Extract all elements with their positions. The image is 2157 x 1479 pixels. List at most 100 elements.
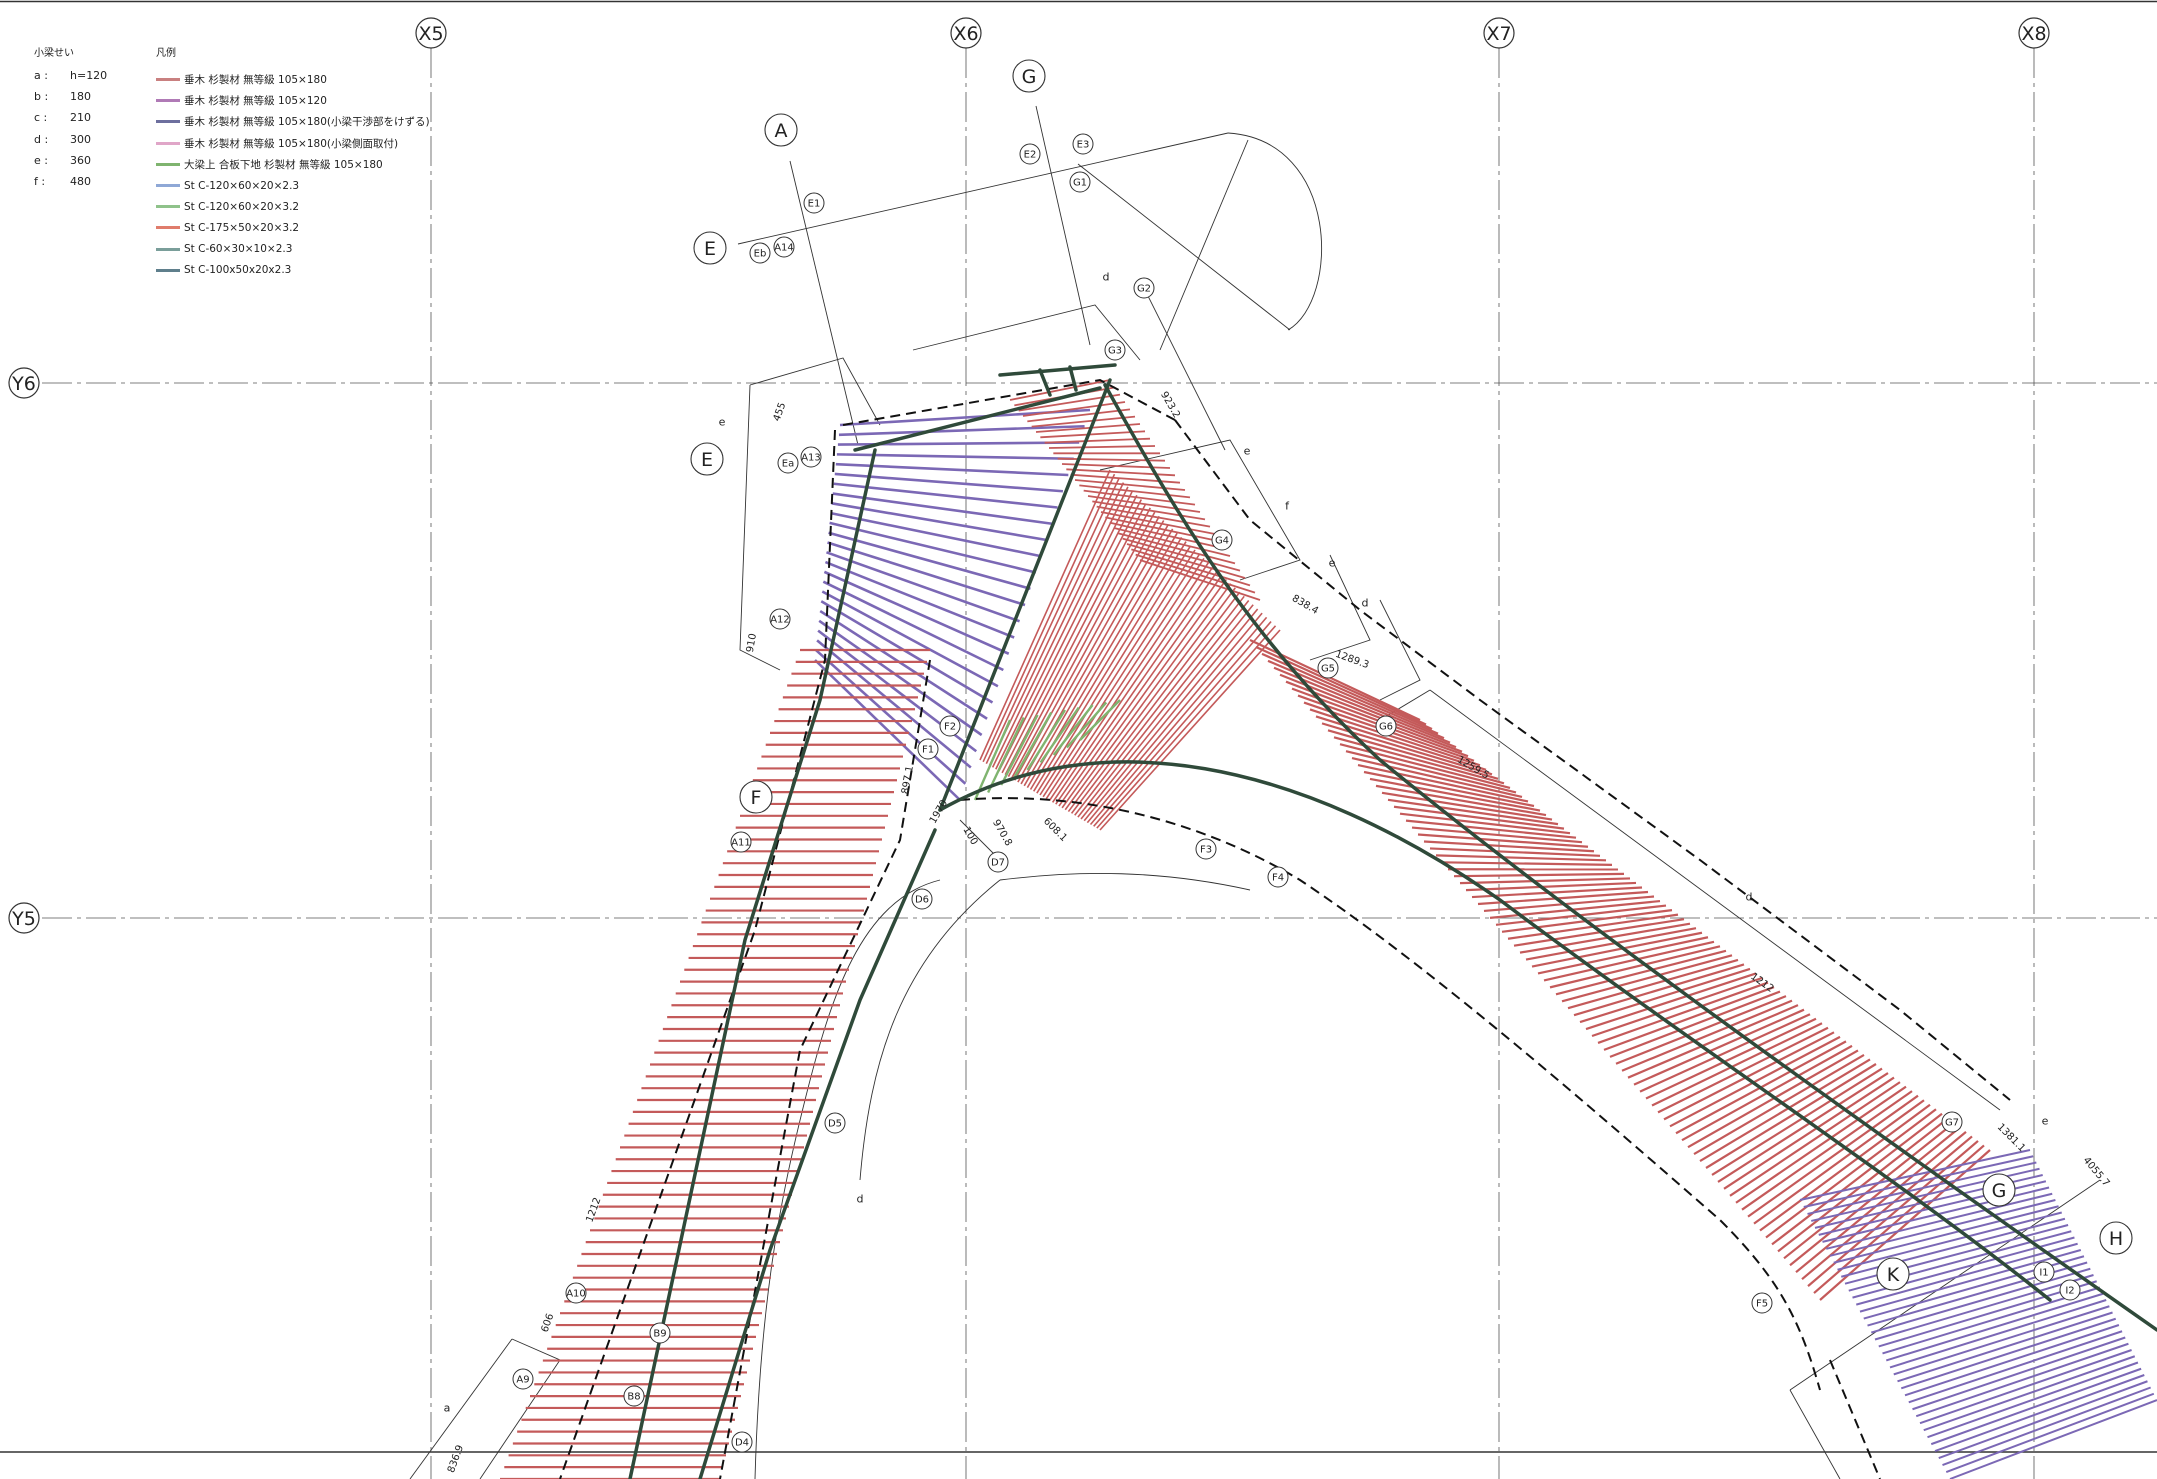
rafter [1066,468,1176,477]
member-tag-text: D6 [915,895,929,906]
member-tag-bubble [1317,657,1339,679]
member-tag-bubble [777,452,799,474]
member-tag-bubble [911,888,933,910]
dimension-text: 455 [772,401,789,423]
rafter [1083,608,1259,822]
girder-line [938,378,1112,812]
rafter [1705,1063,1877,1169]
rafter [1345,750,1517,794]
member-tag-text: A14 [774,243,794,254]
rafter [1549,945,1721,989]
rafter [1723,1076,1895,1190]
outline-segment [1099,439,1301,581]
rafter [1074,595,1245,816]
grid-label-text: K [1887,1264,1900,1286]
legend-item: 垂木 杉製材 無等級 105×180(小梁側面取付) [156,133,486,154]
rafter [1753,1099,1925,1225]
rafter-purple [1927,1361,2139,1439]
member-tag-text: E2 [1024,150,1037,161]
roof-edge-line [959,797,1821,1391]
dimension-text: 606 [540,1312,557,1334]
legend-label: 垂木 杉製材 無等級 105×180 [184,74,327,87]
dimension-text: 836.9 [446,1444,466,1475]
rafter [998,494,1138,772]
rafter [1099,629,1281,831]
axis-bubble [1483,17,1515,49]
rafter-purple [1799,1149,2031,1201]
member-tag-bubble [917,738,939,760]
outline-segment [1077,163,1291,331]
rafter [1423,840,1595,853]
beam-depth-row: a : h=120 [34,69,108,82]
rafter [1783,1121,1955,1260]
rafter-purple [838,424,1085,437]
rafter-purple [1897,1311,2113,1383]
axis-bubble [2018,17,2050,49]
rafter-purple [819,609,988,720]
rafter [1759,1103,1931,1232]
member-tag-text: E3 [1077,140,1090,151]
rafter [1351,757,1523,799]
rafter [1669,1035,1841,1128]
member-tag-text: G6 [1379,722,1393,733]
member-tag-bubble [749,242,771,264]
rafter [988,482,1125,766]
legend-item: 垂木 杉製材 無等級 105×180 [156,69,486,90]
member-tag-text: D4 [735,1438,749,1449]
member-tag-text: F5 [1756,1299,1768,1310]
axis-bubble [950,17,982,49]
rafter [1645,1017,1817,1100]
legend-label: 垂木 杉製材 無等級 105×180(小梁干渉部をけずる) [184,116,430,129]
roof-edge-line [719,659,931,1479]
rafter-purple [1949,1399,2157,1479]
rafter [1083,489,1196,506]
legend-item: 垂木 杉製材 無等級 105×180(小梁干渉部をけずる) [156,111,486,132]
member-tag-bubble [1104,339,1126,361]
rafter-purple [830,511,1042,558]
member-tag-text: I1 [2039,1268,2048,1279]
member-tag-bubble [1069,171,1091,193]
rafter [1064,583,1232,811]
member-tag-bubble [565,1282,587,1304]
beam-depth-note: f [1285,500,1290,513]
rafter [1035,423,1141,433]
rafter [1109,521,1226,550]
member-tag-bubble [1195,838,1217,860]
legend-item: St C-120×60×20×2.3 [156,175,486,196]
legend-swatch [156,268,180,272]
member-tag-text: B9 [653,1329,666,1340]
girder-line [1103,383,2157,1332]
axis-bubble [415,17,447,49]
rafter [1747,1094,1919,1218]
outline-segment [859,879,1001,1181]
grid-label-text: G [1022,66,1037,88]
outline-segment [1789,1389,1841,1479]
rafter [1048,562,1210,801]
rafter [1086,612,1263,824]
rafter [1399,812,1571,835]
rafter-purple [831,502,1047,542]
rafter [1363,770,1535,808]
member-tag-text: A11 [731,838,751,849]
rafter [1061,579,1227,809]
legend-item: St C-60×30×10×2.3 [156,239,486,260]
member-tag-text: G1 [1073,178,1087,189]
beam-depth-note: a [444,1402,451,1415]
rafter [1036,545,1192,794]
outline-segment [737,132,1229,245]
grid-label-text: E [701,449,713,471]
rafter [1067,587,1236,813]
beam-depth-note: e [1329,557,1336,570]
rafter-purple [1807,1161,2037,1215]
grid-label-bubble [2099,1221,2133,1255]
rafter-purple [1900,1317,2117,1390]
member-tag-bubble [2059,1279,2081,1301]
rafter [1585,972,1757,1031]
rafter-purple [1803,1155,2034,1208]
dimension-text: 970.8 [990,818,1014,848]
rafter-purple [1942,1386,2151,1466]
legend-item: St C-175×50×20×3.2 [156,217,486,238]
outline-segment [912,304,1141,361]
rafter [1022,401,1126,417]
